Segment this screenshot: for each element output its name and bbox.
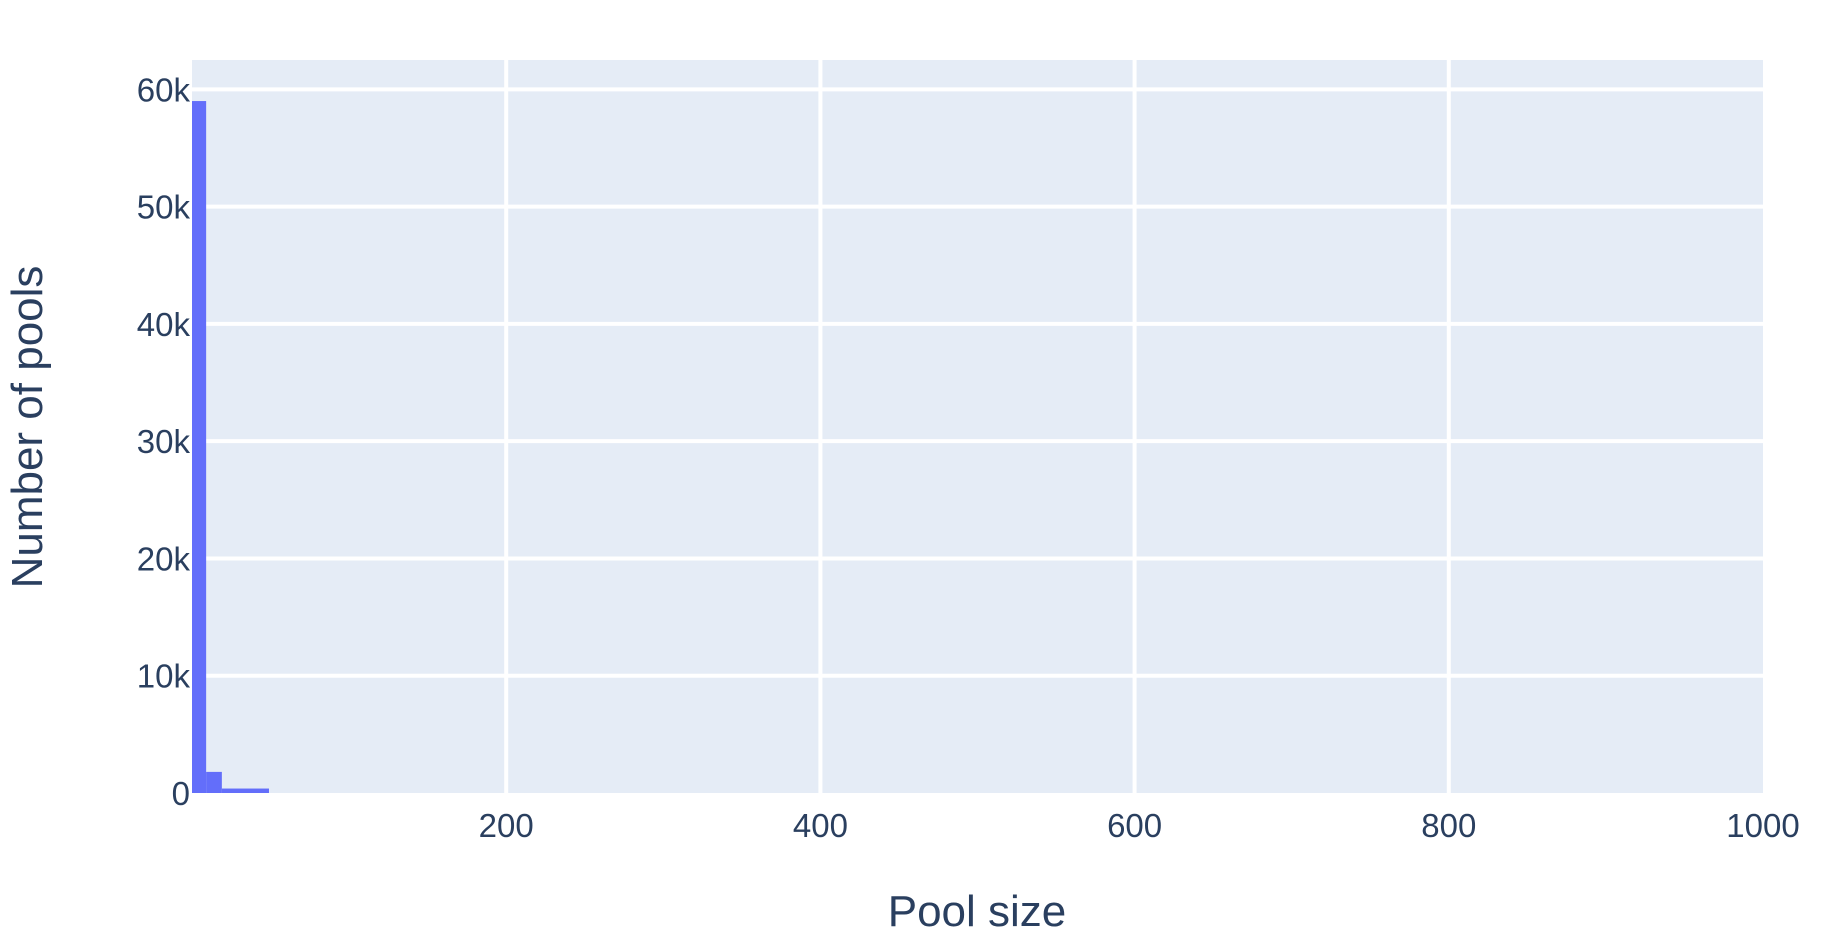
x-tick-label: 600 xyxy=(1107,807,1162,844)
y-tick-label: 30k xyxy=(137,423,191,460)
y-tick-label: 50k xyxy=(137,189,191,226)
x-axis-title: Pool size xyxy=(888,887,1067,933)
x-tick-label: 400 xyxy=(793,807,848,844)
histogram-bar xyxy=(221,788,269,793)
y-tick-label: 40k xyxy=(137,306,191,343)
histogram-bar xyxy=(192,101,207,794)
x-gridlines xyxy=(504,60,1451,793)
histogram-bar xyxy=(206,771,222,793)
x-tick-label: 1000 xyxy=(1726,807,1799,844)
x-tick-labels: 200 400 600 800 1000 xyxy=(479,807,1800,844)
x-tick-label: 200 xyxy=(479,807,534,844)
y-axis-title: Number of pools xyxy=(3,266,52,589)
y-tick-label: 60k xyxy=(137,71,191,108)
y-tick-label: 20k xyxy=(137,540,191,577)
histogram-bars xyxy=(192,101,269,794)
y-tick-label: 10k xyxy=(137,658,191,695)
y-tick-labels: 0 10k 20k 30k 40k 50k 60k xyxy=(137,71,191,812)
plot-background xyxy=(192,60,1763,793)
x-tick-label: 800 xyxy=(1421,807,1476,844)
y-tick-label: 0 xyxy=(172,775,190,812)
y-gridlines xyxy=(192,87,1763,678)
